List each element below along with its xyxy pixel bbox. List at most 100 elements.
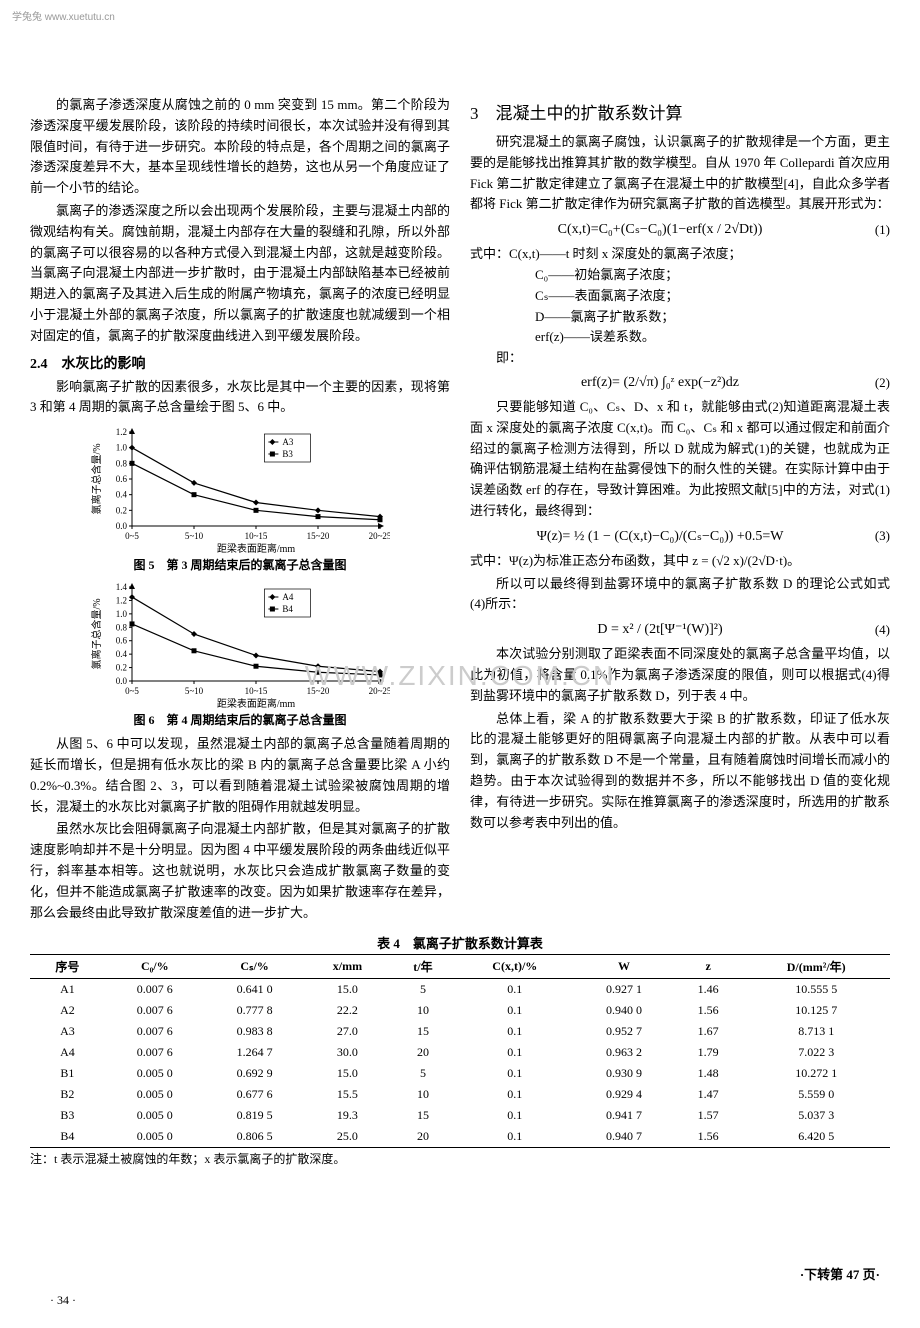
svg-text:0.0: 0.0 (116, 676, 128, 686)
svg-text:0~5: 0~5 (125, 531, 139, 541)
formula-text: erf(z)= (2/√π) ∫₀ᶻ exp(−z²)dz (470, 375, 850, 391)
figure-caption: 图 6 第 4 周期结束后的氯离子总含量图 (30, 711, 450, 728)
table-cell: 0.930 9 (574, 1063, 674, 1084)
table-cell: 0.927 1 (574, 979, 674, 1001)
chart-svg: 0.00.20.40.60.81.01.20~55~1010~1515~2020… (90, 424, 390, 554)
table-header-cell: D/(mm²/年) (742, 955, 890, 979)
svg-text:20~25: 20~25 (369, 686, 390, 696)
table-cell: 15.0 (304, 1063, 390, 1084)
table-cell: 0.1 (456, 1063, 575, 1084)
def-line: Cₛ——表面氯离子浓度； (535, 286, 890, 307)
table-cell: 10.555 5 (742, 979, 890, 1001)
table-cell: 0.1 (456, 979, 575, 1001)
table-cell: 1.56 (674, 1126, 743, 1148)
svg-text:0.0: 0.0 (116, 521, 128, 531)
table-cell: 0.005 0 (105, 1105, 205, 1126)
svg-text:0.4: 0.4 (116, 490, 128, 500)
table-cell: 0.940 7 (574, 1126, 674, 1148)
svg-text:氯离子总含量/%: 氯离子总含量/% (90, 444, 103, 515)
table-cell: 8.713 1 (742, 1021, 890, 1042)
table-row: B20.005 00.677 615.5100.10.929 41.475.55… (30, 1084, 890, 1105)
para: 虽然水灰比会阻碍氯离子向混凝土内部扩散，但是其对氯离子的扩散速度影响却并不是十分… (30, 819, 450, 923)
para: 总体上看，梁 A 的扩散系数要大于梁 B 的扩散系数，印证了低水灰比的混凝土能够… (470, 709, 890, 834)
chart-svg: 0.00.20.40.60.81.01.21.40~55~1010~1515~2… (90, 579, 390, 709)
table-note: 注：t 表示混凝土被腐蚀的年数；x 表示氯离子的扩散深度。 (30, 1150, 890, 1167)
para: 式中：Ψ(z)为标准正态分布函数，其中 z = (√2 x)/(2√D·t)。 (470, 551, 890, 572)
svg-text:10~15: 10~15 (245, 686, 268, 696)
table-cell: 1.79 (674, 1042, 743, 1063)
para: 影响氯离子扩散的因素很多，水灰比是其中一个主要的因素，现将第 3 和第 4 周期… (30, 377, 450, 419)
table-cell: 0.007 6 (105, 979, 205, 1001)
svg-text:A4: A4 (282, 592, 293, 602)
formula-text: C(x,t)=C₀+(Cₛ−C₀)(1−erf(x / 2√Dt)) (470, 221, 850, 238)
svg-text:0.8: 0.8 (116, 458, 128, 468)
table-cell: 0.941 7 (574, 1105, 674, 1126)
table-cell: 0.983 8 (205, 1021, 305, 1042)
table-row: A40.007 61.264 730.0200.10.963 21.797.02… (30, 1042, 890, 1063)
table-cell: 0.806 5 (205, 1126, 305, 1148)
table-cell: 0.1 (456, 1084, 575, 1105)
page-number: · 34 · (50, 1293, 76, 1308)
para: 本次试验分别测取了距梁表面不同深度处的氯离子总含量平均值，以此为初值，将含量 0… (470, 644, 890, 706)
svg-text:0.2: 0.2 (116, 663, 127, 673)
equation-2: erf(z)= (2/√π) ∫₀ᶻ exp(−z²)dz (2) (470, 375, 890, 391)
svg-text:1.2: 1.2 (116, 427, 127, 437)
def-line: erf(z)——误差系数。 (535, 327, 890, 348)
table-cell: 10 (390, 1084, 455, 1105)
table-cell: 20 (390, 1042, 455, 1063)
table-cell: 0.692 9 (205, 1063, 305, 1084)
table-cell: B4 (30, 1126, 105, 1148)
table-cell: B1 (30, 1063, 105, 1084)
table-cell: 0.1 (456, 1021, 575, 1042)
svg-text:氯离子总含量/%: 氯离子总含量/% (90, 599, 103, 670)
para: 的氯离子渗透深度从腐蚀之前的 0 mm 突变到 15 mm。第二个阶段为渗透深度… (30, 95, 450, 199)
table-cell: 0.007 6 (105, 1000, 205, 1021)
svg-text:距梁表面距离/mm: 距梁表面距离/mm (217, 697, 296, 709)
two-column-layout: 的氯离子渗透深度从腐蚀之前的 0 mm 突变到 15 mm。第二个阶段为渗透深度… (30, 95, 890, 925)
table-cell: 19.3 (304, 1105, 390, 1126)
table-cell: 1.264 7 (205, 1042, 305, 1063)
table-cell: 0.677 6 (205, 1084, 305, 1105)
def-line: D——氯离子扩散系数； (535, 307, 890, 328)
table-cell: A2 (30, 1000, 105, 1021)
left-column: 的氯离子渗透深度从腐蚀之前的 0 mm 突变到 15 mm。第二个阶段为渗透深度… (30, 95, 450, 925)
formula-text: Ψ(z)= ½ (1 − (C(x,t)−C₀)/(Cₛ−C₀)) +0.5=W (470, 528, 850, 545)
table-cell: 0.005 0 (105, 1126, 205, 1148)
table-cell: 30.0 (304, 1042, 390, 1063)
svg-text:5~10: 5~10 (185, 686, 204, 696)
table-cell: 10.272 1 (742, 1063, 890, 1084)
table-4: 表 4 氯离子扩散系数计算表 序号C₀/%Cₛ/%x/mmt/年C(x,t)/%… (30, 933, 890, 1167)
para: 只要能够知道 C₀、Cₛ、D、x 和 t，就能够由式(2)知道距离混凝土表面 x… (470, 397, 890, 522)
table-row: A10.007 60.641 015.050.10.927 11.4610.55… (30, 979, 890, 1001)
equation-number: (4) (850, 622, 890, 638)
table-cell: 10 (390, 1000, 455, 1021)
table-cell: 0.963 2 (574, 1042, 674, 1063)
table-cell: 1.67 (674, 1021, 743, 1042)
table-header-cell: x/mm (304, 955, 390, 979)
table-header-cell: Cₛ/% (205, 955, 305, 979)
svg-text:0~5: 0~5 (125, 686, 139, 696)
table-cell: A4 (30, 1042, 105, 1063)
svg-text:15~20: 15~20 (307, 531, 330, 541)
equation-number: (3) (850, 528, 890, 544)
table-cell: 0.005 0 (105, 1063, 205, 1084)
para: 氯离子的渗透深度之所以会出现两个发展阶段，主要与混凝土内部的微观结构有关。腐蚀前… (30, 201, 450, 347)
table-cell: 1.46 (674, 979, 743, 1001)
table-header-cell: 序号 (30, 955, 105, 979)
table-cell: 1.56 (674, 1000, 743, 1021)
formula-text: D = x² / (2t[Ψ⁻¹(W)]²) (470, 621, 850, 638)
table-cell: 0.777 8 (205, 1000, 305, 1021)
table-cell: 0.929 4 (574, 1084, 674, 1105)
table-header-cell: C₀/% (105, 955, 205, 979)
table-row: A20.007 60.777 822.2100.10.940 01.5610.1… (30, 1000, 890, 1021)
table-cell: 0.952 7 (574, 1021, 674, 1042)
svg-text:A3: A3 (282, 437, 293, 447)
svg-text:1.2: 1.2 (116, 596, 127, 606)
table-cell: 27.0 (304, 1021, 390, 1042)
table-cell: A3 (30, 1021, 105, 1042)
table-cell: 1.47 (674, 1084, 743, 1105)
svg-text:0.2: 0.2 (116, 505, 127, 515)
svg-text:1.4: 1.4 (116, 582, 128, 592)
table-cell: 5 (390, 979, 455, 1001)
svg-text:0.8: 0.8 (116, 622, 128, 632)
